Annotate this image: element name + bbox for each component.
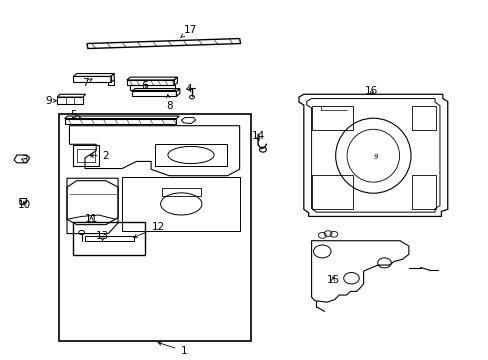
Text: 12: 12 (133, 222, 164, 238)
Text: 3: 3 (21, 156, 28, 165)
Bar (411, 175, 435, 209)
Text: 4: 4 (185, 84, 191, 94)
Text: 16: 16 (365, 86, 378, 96)
Bar (73, 222, 145, 255)
Text: 2: 2 (90, 151, 109, 161)
Text: 1: 1 (158, 342, 186, 356)
Text: 11: 11 (84, 214, 98, 224)
Text: 9: 9 (373, 154, 377, 160)
Text: 5: 5 (70, 110, 81, 120)
Text: 15: 15 (325, 275, 339, 285)
Bar (311, 106, 352, 130)
Text: 17: 17 (180, 25, 196, 37)
Text: 8: 8 (165, 94, 172, 111)
Text: 13: 13 (96, 231, 109, 242)
Bar (59, 113, 250, 342)
Text: 10: 10 (18, 200, 31, 210)
Text: 14: 14 (251, 131, 264, 141)
Text: 9: 9 (46, 96, 56, 106)
Bar (162, 188, 201, 196)
Text: 7: 7 (81, 78, 92, 88)
Bar (311, 175, 352, 209)
Bar (411, 106, 435, 130)
Text: 6: 6 (141, 81, 148, 91)
